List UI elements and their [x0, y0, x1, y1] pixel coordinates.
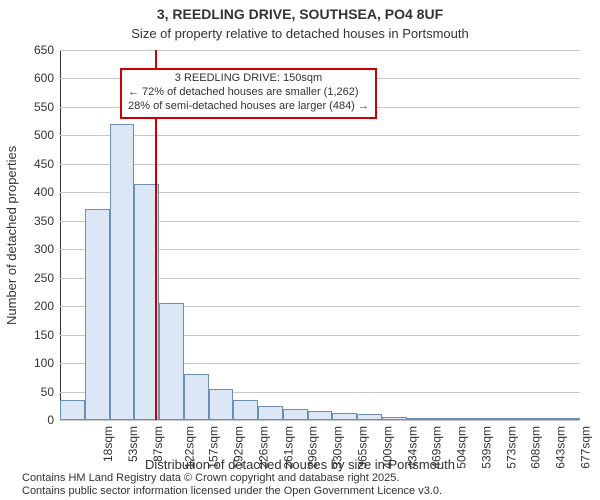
y-tick-label: 550 — [34, 100, 54, 114]
x-axis-label: Distribution of detached houses by size … — [0, 457, 600, 472]
histogram-bar — [60, 400, 85, 420]
histogram-bar — [481, 418, 506, 420]
chart-title-line1: 3, REEDLING DRIVE, SOUTHSEA, PO4 8UF — [0, 6, 600, 22]
attribution-line2: Contains public sector information licen… — [22, 485, 582, 498]
gridline — [60, 50, 580, 51]
y-tick-label: 0 — [47, 413, 54, 427]
y-tick-label: 350 — [34, 214, 54, 228]
attribution-block: Contains HM Land Registry data © Crown c… — [22, 472, 582, 498]
y-tick-label: 300 — [34, 242, 54, 256]
y-tick-label: 200 — [34, 299, 54, 313]
attribution-line1: Contains HM Land Registry data © Crown c… — [22, 472, 582, 485]
histogram-bar — [332, 413, 357, 420]
y-tick-label: 50 — [41, 385, 54, 399]
histogram-bar — [407, 418, 432, 420]
histogram-bar — [85, 209, 110, 420]
y-tick-label: 250 — [34, 271, 54, 285]
histogram-bar — [209, 389, 234, 420]
gridline — [60, 420, 580, 421]
histogram-bar — [110, 124, 135, 420]
histogram-bar — [184, 374, 209, 420]
histogram-bar — [308, 411, 333, 420]
gridline — [60, 135, 580, 136]
y-axis-line — [60, 50, 61, 420]
histogram-bar — [506, 418, 531, 420]
histogram-bar — [431, 418, 456, 420]
chart-title-line2: Size of property relative to detached ho… — [0, 26, 600, 41]
histogram-bar — [258, 406, 283, 420]
plot-area: 0501001502002503003504004505005506006501… — [60, 50, 580, 420]
histogram-bar — [382, 417, 407, 420]
histogram-bar — [357, 414, 382, 420]
annotation-title: 3 REEDLING DRIVE: 150sqm — [128, 72, 369, 86]
annotation-box: 3 REEDLING DRIVE: 150sqm← 72% of detache… — [120, 68, 377, 119]
annotation-line-left: ← 72% of detached houses are smaller (1,… — [128, 86, 369, 100]
y-tick-label: 400 — [34, 185, 54, 199]
histogram-bar — [233, 400, 258, 420]
histogram-bar — [530, 418, 555, 420]
y-tick-label: 100 — [34, 356, 54, 370]
y-tick-label: 150 — [34, 328, 54, 342]
y-tick-label: 600 — [34, 71, 54, 85]
histogram-bar — [555, 418, 580, 420]
y-tick-label: 500 — [34, 128, 54, 142]
y-axis-label: Number of detached properties — [4, 145, 19, 324]
property-size-histogram: 3, REEDLING DRIVE, SOUTHSEA, PO4 8UF Siz… — [0, 0, 600, 500]
histogram-bar — [456, 418, 481, 420]
y-tick-label: 650 — [34, 43, 54, 57]
gridline — [60, 164, 580, 165]
histogram-bar — [283, 409, 308, 420]
y-tick-label: 450 — [34, 157, 54, 171]
annotation-line-right: 28% of semi-detached houses are larger (… — [128, 100, 369, 114]
histogram-bar — [159, 303, 184, 420]
